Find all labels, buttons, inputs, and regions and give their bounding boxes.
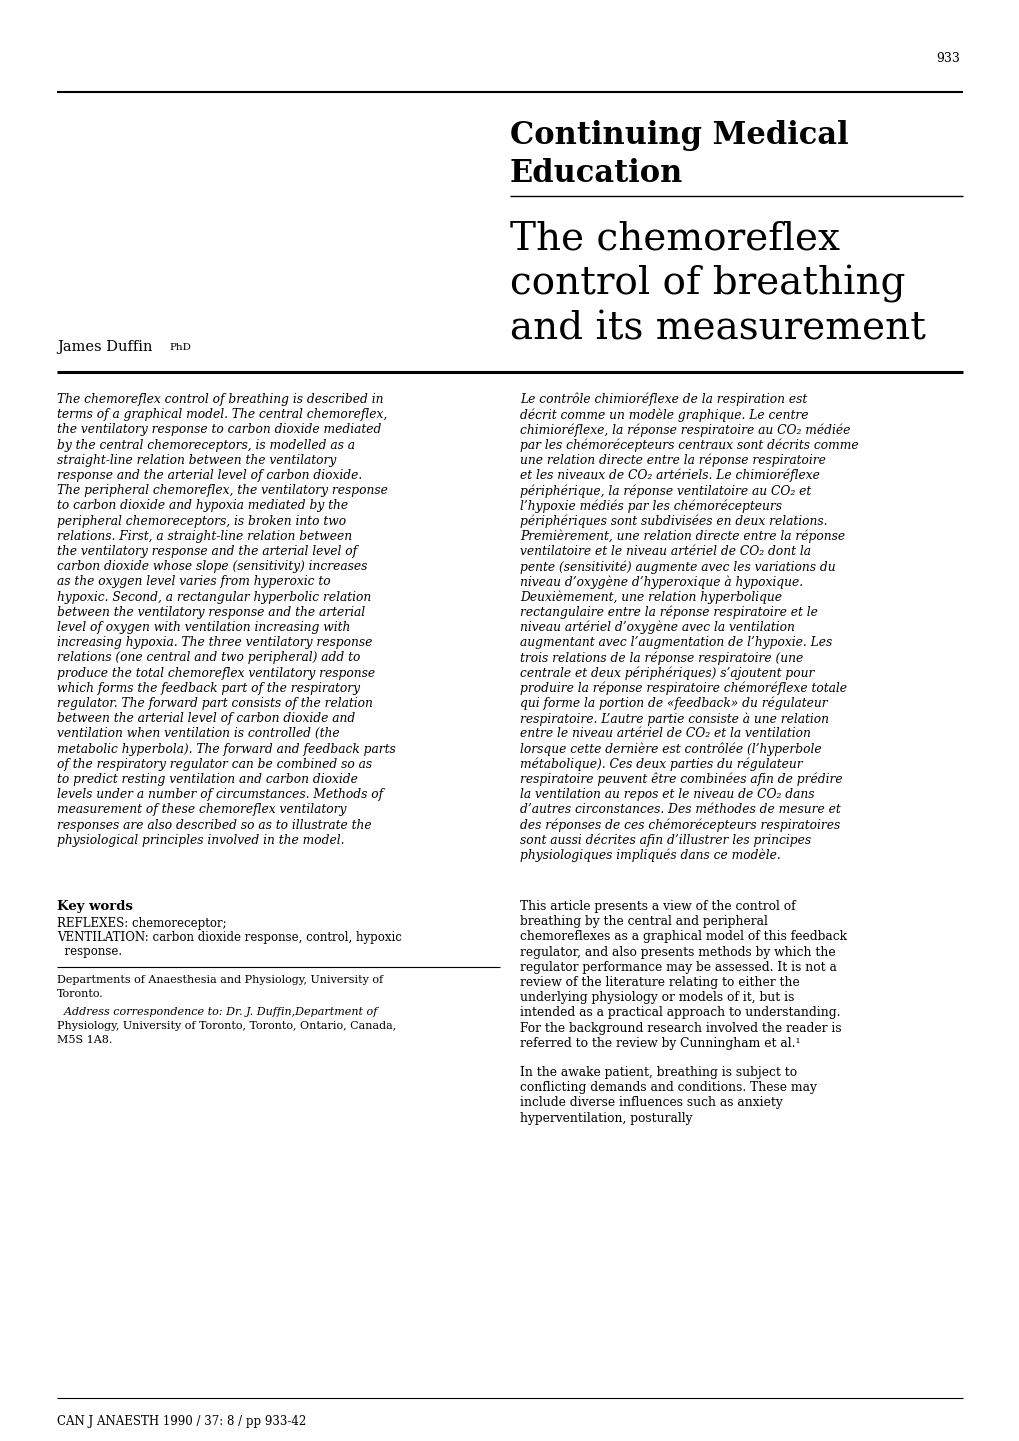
Text: REFLEXES: chemoreceptor;: REFLEXES: chemoreceptor; <box>57 916 226 929</box>
Text: include diverse influences such as anxiety: include diverse influences such as anxie… <box>520 1097 782 1110</box>
Text: increasing hypoxia. The three ventilatory response: increasing hypoxia. The three ventilator… <box>57 635 372 650</box>
Text: chimioréflexe, la réponse respiratoire au CO₂ médiée: chimioréflexe, la réponse respiratoire a… <box>520 424 850 437</box>
Text: regulator, and also presents methods by which the: regulator, and also presents methods by … <box>520 945 835 958</box>
Text: straight-line relation between the ventilatory: straight-line relation between the venti… <box>57 454 336 467</box>
Text: The chemoreflex control of breathing is described in: The chemoreflex control of breathing is … <box>57 393 383 406</box>
Text: intended as a practical approach to understanding.: intended as a practical approach to unde… <box>520 1006 840 1019</box>
Text: d’autres circonstances. Des méthodes de mesure et: d’autres circonstances. Des méthodes de … <box>520 804 840 817</box>
Text: In the awake patient, breathing is subject to: In the awake patient, breathing is subje… <box>520 1066 796 1079</box>
Text: CAN J ANAESTH 1990 / 37: 8 / pp 933-42: CAN J ANAESTH 1990 / 37: 8 / pp 933-42 <box>57 1415 306 1428</box>
Text: the ventilatory response to carbon dioxide mediated: the ventilatory response to carbon dioxi… <box>57 424 381 437</box>
Text: levels under a number of circumstances. Methods of: levels under a number of circumstances. … <box>57 788 383 801</box>
Text: Education: Education <box>510 159 683 189</box>
Text: to predict resting ventilation and carbon dioxide: to predict resting ventilation and carbo… <box>57 772 358 785</box>
Text: by the central chemoreceptors, is modelled as a: by the central chemoreceptors, is modell… <box>57 438 355 451</box>
Text: lorsque cette dernière est contrôlée (l’hyperbole: lorsque cette dernière est contrôlée (l’… <box>520 742 821 757</box>
Text: referred to the review by Cunningham et al.¹: referred to the review by Cunningham et … <box>520 1038 800 1050</box>
Text: ventilatoire et le niveau artériel de CO₂ dont la: ventilatoire et le niveau artériel de CO… <box>520 545 810 558</box>
Text: centrale et deux périphériques) s’ajoutent pour: centrale et deux périphériques) s’ajoute… <box>520 667 813 680</box>
Text: des réponses de ces chémorécepteurs respiratoires: des réponses de ces chémorécepteurs resp… <box>520 818 840 831</box>
Text: chemoreflexes as a graphical model of this feedback: chemoreflexes as a graphical model of th… <box>520 931 846 944</box>
Text: to carbon dioxide and hypoxia mediated by the: to carbon dioxide and hypoxia mediated b… <box>57 500 347 513</box>
Text: ventilation when ventilation is controlled (the: ventilation when ventilation is controll… <box>57 728 339 741</box>
Text: périphérique, la réponse ventilatoire au CO₂ et: périphérique, la réponse ventilatoire au… <box>520 484 810 497</box>
Text: which forms the feedback part of the respiratory: which forms the feedback part of the res… <box>57 682 360 695</box>
Text: and its measurement: and its measurement <box>510 310 925 347</box>
Text: response and the arterial level of carbon dioxide.: response and the arterial level of carbo… <box>57 468 362 481</box>
Text: produce the total chemoreflex ventilatory response: produce the total chemoreflex ventilator… <box>57 667 375 680</box>
Text: respiratoire. L’autre partie consiste à une relation: respiratoire. L’autre partie consiste à … <box>520 712 828 726</box>
Text: Key words: Key words <box>57 901 132 914</box>
Text: trois relations de la réponse respiratoire (une: trois relations de la réponse respiratoi… <box>520 651 803 664</box>
Text: James Duffin: James Duffin <box>57 340 157 354</box>
Text: la ventilation au repos et le niveau de CO₂ dans: la ventilation au repos et le niveau de … <box>520 788 814 801</box>
Text: response.: response. <box>57 945 122 958</box>
Text: metabolic hyperbola). The forward and feedback parts: metabolic hyperbola). The forward and fe… <box>57 742 395 755</box>
Text: relations. First, a straight-line relation between: relations. First, a straight-line relati… <box>57 530 352 543</box>
Text: Le contrôle chimioréflexe de la respiration est: Le contrôle chimioréflexe de la respirat… <box>520 393 806 406</box>
Text: physiological principles involved in the model.: physiological principles involved in the… <box>57 834 344 847</box>
Text: métabolique). Ces deux parties du régulateur: métabolique). Ces deux parties du régula… <box>520 758 802 771</box>
Text: hyperventilation, posturally: hyperventilation, posturally <box>520 1111 692 1124</box>
Text: sont aussi décrites afin d’illustrer les principes: sont aussi décrites afin d’illustrer les… <box>520 834 810 847</box>
Text: PhD: PhD <box>169 343 191 352</box>
Text: rectangulaire entre la réponse respiratoire et le: rectangulaire entre la réponse respirato… <box>520 605 817 620</box>
Text: relations (one central and two peripheral) add to: relations (one central and two periphera… <box>57 651 360 664</box>
Text: augmentant avec l’augmentation de l’hypoxie. Les: augmentant avec l’augmentation de l’hypo… <box>520 635 832 650</box>
Text: hypoxic. Second, a rectangular hyperbolic relation: hypoxic. Second, a rectangular hyperboli… <box>57 591 371 604</box>
Text: Physiology, University of Toronto, Toronto, Ontario, Canada,: Physiology, University of Toronto, Toron… <box>57 1022 395 1030</box>
Text: l’hypoxie médiés par les chémorécepteurs: l’hypoxie médiés par les chémorécepteurs <box>520 500 782 513</box>
Text: The peripheral chemoreflex, the ventilatory response: The peripheral chemoreflex, the ventilat… <box>57 484 387 497</box>
Text: measurement of these chemoreflex ventilatory: measurement of these chemoreflex ventila… <box>57 804 346 817</box>
Text: physiologiques impliqués dans ce modèle.: physiologiques impliqués dans ce modèle. <box>520 849 780 863</box>
Text: Address correspondence to: Dr. J. Duffin,Department of: Address correspondence to: Dr. J. Duffin… <box>57 1007 377 1017</box>
Text: produire la réponse respiratoire chémoréflexe totale: produire la réponse respiratoire chémoré… <box>520 682 846 696</box>
Text: respiratoire peuvent être combinées afin de prédire: respiratoire peuvent être combinées afin… <box>520 772 842 787</box>
Text: regulator performance may be assessed. It is not a: regulator performance may be assessed. I… <box>520 961 836 974</box>
Text: 933: 933 <box>935 52 959 65</box>
Text: qui forme la portion de «feedback» du régulateur: qui forme la portion de «feedback» du ré… <box>520 697 826 710</box>
Text: Toronto.: Toronto. <box>57 989 104 999</box>
Text: niveau d’oxygène d’hyperoxique à hypoxique.: niveau d’oxygène d’hyperoxique à hypoxiq… <box>520 575 802 589</box>
Text: terms of a graphical model. The central chemoreflex,: terms of a graphical model. The central … <box>57 408 387 421</box>
Text: conflicting demands and conditions. These may: conflicting demands and conditions. Thes… <box>520 1081 816 1094</box>
Text: underlying physiology or models of it, but is: underlying physiology or models of it, b… <box>520 991 794 1004</box>
Text: entre le niveau artériel de CO₂ et la ventilation: entre le niveau artériel de CO₂ et la ve… <box>520 728 810 741</box>
Text: Departments of Anaesthesia and Physiology, University of: Departments of Anaesthesia and Physiolog… <box>57 976 383 986</box>
Text: This article presents a view of the control of: This article presents a view of the cont… <box>520 901 795 914</box>
Text: review of the literature relating to either the: review of the literature relating to eit… <box>520 976 799 989</box>
Text: peripheral chemoreceptors, is broken into two: peripheral chemoreceptors, is broken int… <box>57 514 345 527</box>
Text: une relation directe entre la réponse respiratoire: une relation directe entre la réponse re… <box>520 454 825 467</box>
Text: Continuing Medical: Continuing Medical <box>510 120 848 151</box>
Text: Premièrement, une relation directe entre la réponse: Premièrement, une relation directe entre… <box>520 530 845 543</box>
Text: the ventilatory response and the arterial level of: the ventilatory response and the arteria… <box>57 545 357 558</box>
Text: pente (sensitivité) augmente avec les variations du: pente (sensitivité) augmente avec les va… <box>520 561 835 574</box>
Text: breathing by the central and peripheral: breathing by the central and peripheral <box>520 915 767 928</box>
Text: level of oxygen with ventilation increasing with: level of oxygen with ventilation increas… <box>57 621 351 634</box>
Text: décrit comme un modèle graphique. Le centre: décrit comme un modèle graphique. Le cen… <box>520 408 808 422</box>
Text: between the arterial level of carbon dioxide and: between the arterial level of carbon dio… <box>57 712 355 725</box>
Text: control of breathing: control of breathing <box>510 265 905 303</box>
Text: between the ventilatory response and the arterial: between the ventilatory response and the… <box>57 605 365 618</box>
Text: as the oxygen level varies from hyperoxic to: as the oxygen level varies from hyperoxi… <box>57 575 330 588</box>
Text: périphériques sont subdivisées en deux relations.: périphériques sont subdivisées en deux r… <box>520 514 826 527</box>
Text: The chemoreflex: The chemoreflex <box>510 220 840 256</box>
Text: VENTILATION: carbon dioxide response, control, hypoxic: VENTILATION: carbon dioxide response, co… <box>57 931 401 944</box>
Text: niveau artériel d’oxygène avec la ventilation: niveau artériel d’oxygène avec la ventil… <box>520 621 794 634</box>
Text: Deuxièmement, une relation hyperbolique: Deuxièmement, une relation hyperbolique <box>520 591 782 604</box>
Text: regulator. The forward part consists of the relation: regulator. The forward part consists of … <box>57 697 373 710</box>
Text: M5S 1A8.: M5S 1A8. <box>57 1035 112 1045</box>
Text: responses are also described so as to illustrate the: responses are also described so as to il… <box>57 818 371 831</box>
Text: par les chémorécepteurs centraux sont décrits comme: par les chémorécepteurs centraux sont dé… <box>520 438 858 452</box>
Text: of the respiratory regulator can be combined so as: of the respiratory regulator can be comb… <box>57 758 372 771</box>
Text: et les niveaux de CO₂ artériels. Le chimioréflexe: et les niveaux de CO₂ artériels. Le chim… <box>520 468 819 483</box>
Text: carbon dioxide whose slope (sensitivity) increases: carbon dioxide whose slope (sensitivity)… <box>57 561 367 574</box>
Text: For the background research involved the reader is: For the background research involved the… <box>520 1022 841 1035</box>
